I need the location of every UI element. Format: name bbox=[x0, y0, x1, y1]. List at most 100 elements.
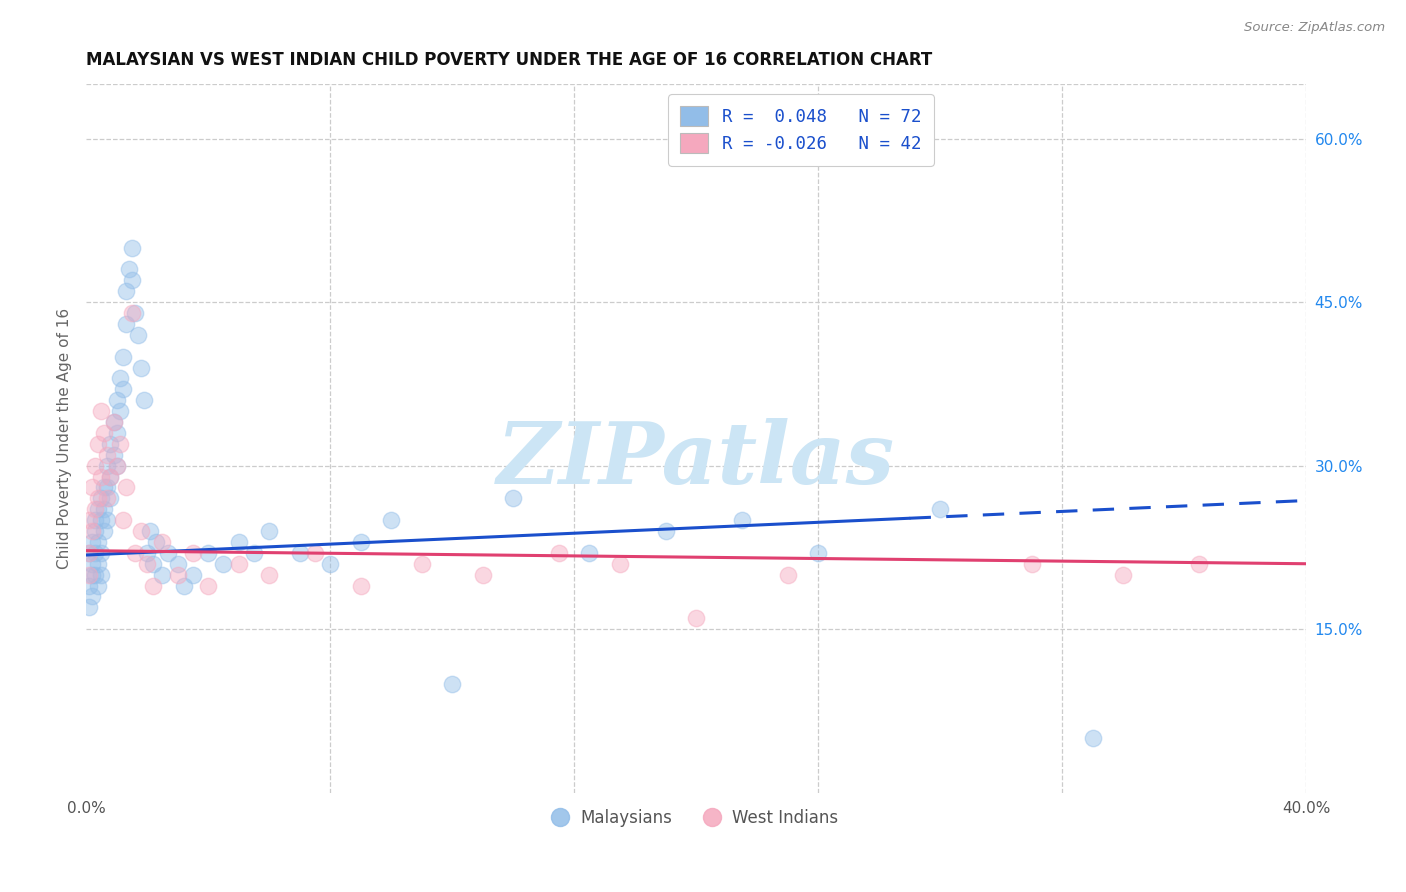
Point bbox=[124, 306, 146, 320]
Point bbox=[114, 284, 136, 298]
Point bbox=[124, 546, 146, 560]
Point bbox=[96, 513, 118, 527]
Point bbox=[77, 546, 100, 560]
Point bbox=[93, 480, 115, 494]
Point bbox=[103, 415, 125, 429]
Point bbox=[129, 524, 152, 538]
Point bbox=[257, 524, 280, 538]
Point bbox=[349, 535, 371, 549]
Point bbox=[100, 469, 122, 483]
Point bbox=[105, 458, 128, 473]
Legend: Malaysians, West Indians: Malaysians, West Indians bbox=[547, 803, 845, 834]
Point bbox=[84, 546, 107, 560]
Point bbox=[82, 590, 104, 604]
Point bbox=[96, 458, 118, 473]
Point bbox=[90, 491, 112, 506]
Point bbox=[166, 567, 188, 582]
Point bbox=[82, 535, 104, 549]
Point bbox=[87, 578, 110, 592]
Point bbox=[609, 557, 631, 571]
Point bbox=[319, 557, 342, 571]
Point bbox=[87, 557, 110, 571]
Point bbox=[142, 557, 165, 571]
Point bbox=[121, 241, 143, 255]
Point bbox=[441, 676, 464, 690]
Point bbox=[93, 502, 115, 516]
Point bbox=[145, 535, 167, 549]
Point bbox=[181, 567, 204, 582]
Point bbox=[157, 546, 180, 560]
Point bbox=[100, 437, 122, 451]
Text: MALAYSIAN VS WEST INDIAN CHILD POVERTY UNDER THE AGE OF 16 CORRELATION CHART: MALAYSIAN VS WEST INDIAN CHILD POVERTY U… bbox=[86, 51, 932, 69]
Point bbox=[304, 546, 326, 560]
Point bbox=[111, 382, 134, 396]
Point bbox=[84, 524, 107, 538]
Point bbox=[349, 578, 371, 592]
Point bbox=[84, 567, 107, 582]
Point bbox=[108, 371, 131, 385]
Point bbox=[90, 469, 112, 483]
Point bbox=[197, 546, 219, 560]
Point bbox=[100, 469, 122, 483]
Point bbox=[578, 546, 600, 560]
Point bbox=[90, 404, 112, 418]
Point bbox=[93, 425, 115, 440]
Point bbox=[136, 546, 159, 560]
Point bbox=[547, 546, 569, 560]
Point bbox=[257, 567, 280, 582]
Point bbox=[105, 458, 128, 473]
Point bbox=[103, 415, 125, 429]
Point bbox=[118, 262, 141, 277]
Point bbox=[654, 524, 676, 538]
Point bbox=[93, 524, 115, 538]
Point bbox=[228, 557, 250, 571]
Point bbox=[1021, 557, 1043, 571]
Point bbox=[77, 513, 100, 527]
Point bbox=[243, 546, 266, 560]
Point bbox=[380, 513, 402, 527]
Point bbox=[197, 578, 219, 592]
Point bbox=[114, 317, 136, 331]
Point bbox=[142, 578, 165, 592]
Point bbox=[90, 567, 112, 582]
Point bbox=[108, 404, 131, 418]
Point bbox=[114, 480, 136, 494]
Point bbox=[1081, 731, 1104, 746]
Point bbox=[100, 491, 122, 506]
Point bbox=[77, 578, 100, 592]
Point bbox=[96, 491, 118, 506]
Point bbox=[103, 448, 125, 462]
Point bbox=[166, 557, 188, 571]
Point bbox=[132, 393, 155, 408]
Point bbox=[77, 567, 100, 582]
Point bbox=[111, 513, 134, 527]
Point bbox=[87, 502, 110, 516]
Point bbox=[87, 437, 110, 451]
Point bbox=[776, 567, 799, 582]
Point bbox=[212, 557, 235, 571]
Point bbox=[411, 557, 433, 571]
Point bbox=[228, 535, 250, 549]
Point bbox=[181, 546, 204, 560]
Point bbox=[1112, 567, 1135, 582]
Point bbox=[90, 546, 112, 560]
Point bbox=[150, 567, 173, 582]
Point bbox=[82, 524, 104, 538]
Point bbox=[84, 513, 107, 527]
Point bbox=[731, 513, 754, 527]
Point bbox=[173, 578, 195, 592]
Point bbox=[87, 491, 110, 506]
Text: ZIPatlas: ZIPatlas bbox=[496, 417, 896, 501]
Point bbox=[96, 480, 118, 494]
Point bbox=[84, 502, 107, 516]
Point bbox=[807, 546, 830, 560]
Point bbox=[77, 546, 100, 560]
Point bbox=[90, 513, 112, 527]
Point bbox=[82, 567, 104, 582]
Point bbox=[502, 491, 524, 506]
Point bbox=[108, 437, 131, 451]
Point bbox=[685, 611, 707, 625]
Point bbox=[139, 524, 162, 538]
Text: Source: ZipAtlas.com: Source: ZipAtlas.com bbox=[1244, 21, 1385, 34]
Point bbox=[82, 480, 104, 494]
